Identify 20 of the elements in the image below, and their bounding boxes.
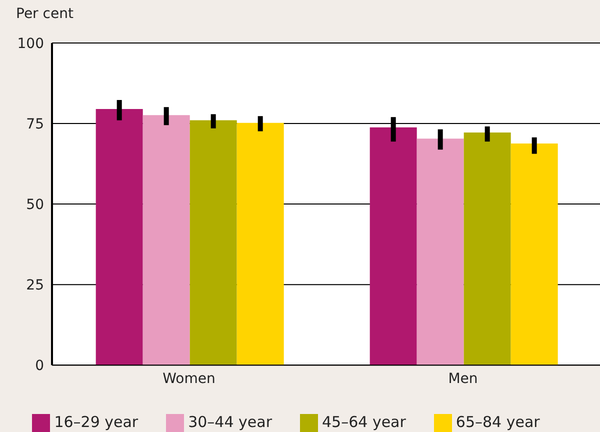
bar (416, 138, 464, 366)
bar (464, 132, 511, 366)
y-tick-label: 75 (26, 116, 44, 132)
y-axis-title: Per cent (16, 6, 74, 22)
bar (236, 122, 284, 366)
y-tick-label: 25 (26, 278, 44, 294)
y-tick-label: 50 (26, 197, 44, 214)
legend-label: 30–44 year (188, 413, 272, 432)
legend-label: 45–64 year (322, 413, 406, 432)
bar (96, 109, 143, 366)
x-tick-label: Women (162, 371, 216, 388)
bar (190, 120, 237, 366)
bar (510, 144, 558, 366)
y-tick-label: 0 (35, 358, 44, 374)
y-tick-label: 100 (17, 36, 44, 52)
bar (142, 115, 190, 366)
legend-label: 16–29 year (54, 413, 138, 432)
legend-label: 65–84 year (456, 413, 540, 432)
bar (370, 127, 417, 366)
x-tick-label: Men (448, 371, 478, 388)
